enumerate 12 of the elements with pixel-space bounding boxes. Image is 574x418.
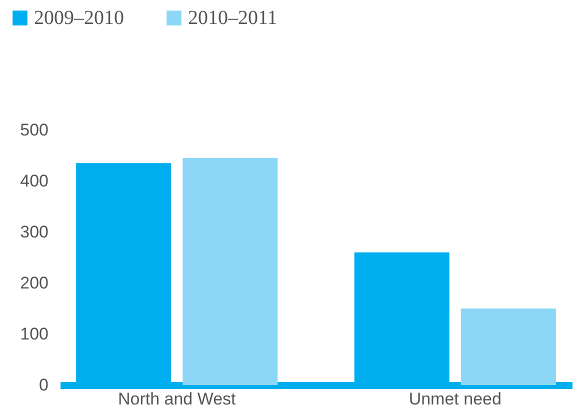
legend-label: 2010–2011 (188, 7, 278, 29)
y-tick-label: 300 (20, 222, 48, 242)
y-tick-label: 200 (20, 274, 48, 292)
y-tick-label: 100 (20, 324, 48, 344)
legend-label: 2009–2010 (34, 7, 124, 29)
y-tick-label: 0 (39, 376, 48, 394)
y-tick-label: 400 (20, 172, 48, 190)
x-tick-label: North and West (118, 390, 236, 408)
bar (182, 158, 278, 385)
bar (460, 308, 556, 385)
y-tick-label: 500 (20, 120, 48, 140)
x-tick-label: Unmet need (408, 390, 502, 408)
